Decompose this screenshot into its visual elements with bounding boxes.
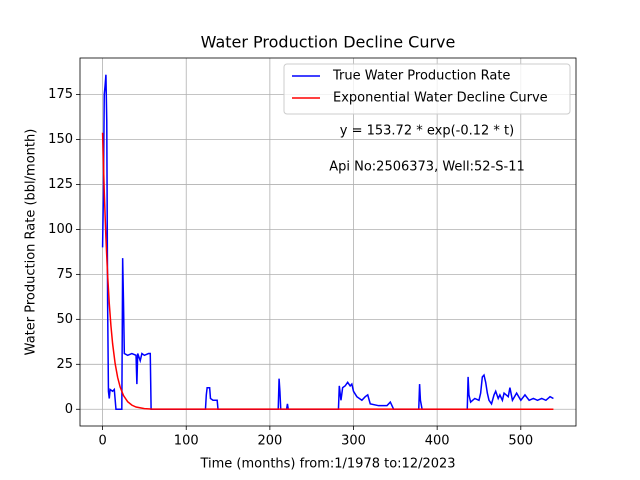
annotation: y = 153.72 * exp(-0.12 * t) — [340, 124, 514, 139]
lines — [101, 74, 554, 411]
legend-label: True Water Production Rate — [332, 69, 510, 84]
data-line — [101, 132, 554, 411]
x-tick-label: 0 — [98, 434, 106, 449]
chart-title: Water Production Decline Curve — [201, 33, 456, 52]
y-tick-label: 150 — [48, 132, 73, 147]
x-tick-label: 500 — [508, 434, 533, 449]
x-tick-label: 400 — [425, 434, 450, 449]
y-tick-label: 125 — [48, 177, 73, 192]
x-tick-label: 100 — [174, 434, 199, 449]
legend: True Water Production Rate Exponential Wa… — [283, 63, 571, 115]
y-axis-label: Water Production Rate (bbl/month) — [24, 129, 39, 356]
x-tick-label: 300 — [341, 434, 366, 449]
legend-box — [283, 63, 571, 115]
y-tick-label: 50 — [56, 312, 73, 327]
x-tick-label: 200 — [257, 434, 282, 449]
annotation: Api No:2506373, Well:52-S-11 — [329, 160, 525, 175]
plot-frame — [79, 57, 577, 427]
y-tick-label: 100 — [48, 222, 73, 237]
legend-label: Exponential Water Decline Curve — [333, 91, 548, 106]
y-tick-label: 25 — [56, 357, 73, 372]
y-tick-label: 0 — [65, 402, 73, 417]
x-axis-label: Time (months) from:1/1978 to:12/2023 — [199, 457, 455, 472]
y-tick-label: 75 — [56, 267, 73, 282]
y-tick-label: 175 — [48, 87, 73, 102]
data-line — [101, 74, 554, 411]
